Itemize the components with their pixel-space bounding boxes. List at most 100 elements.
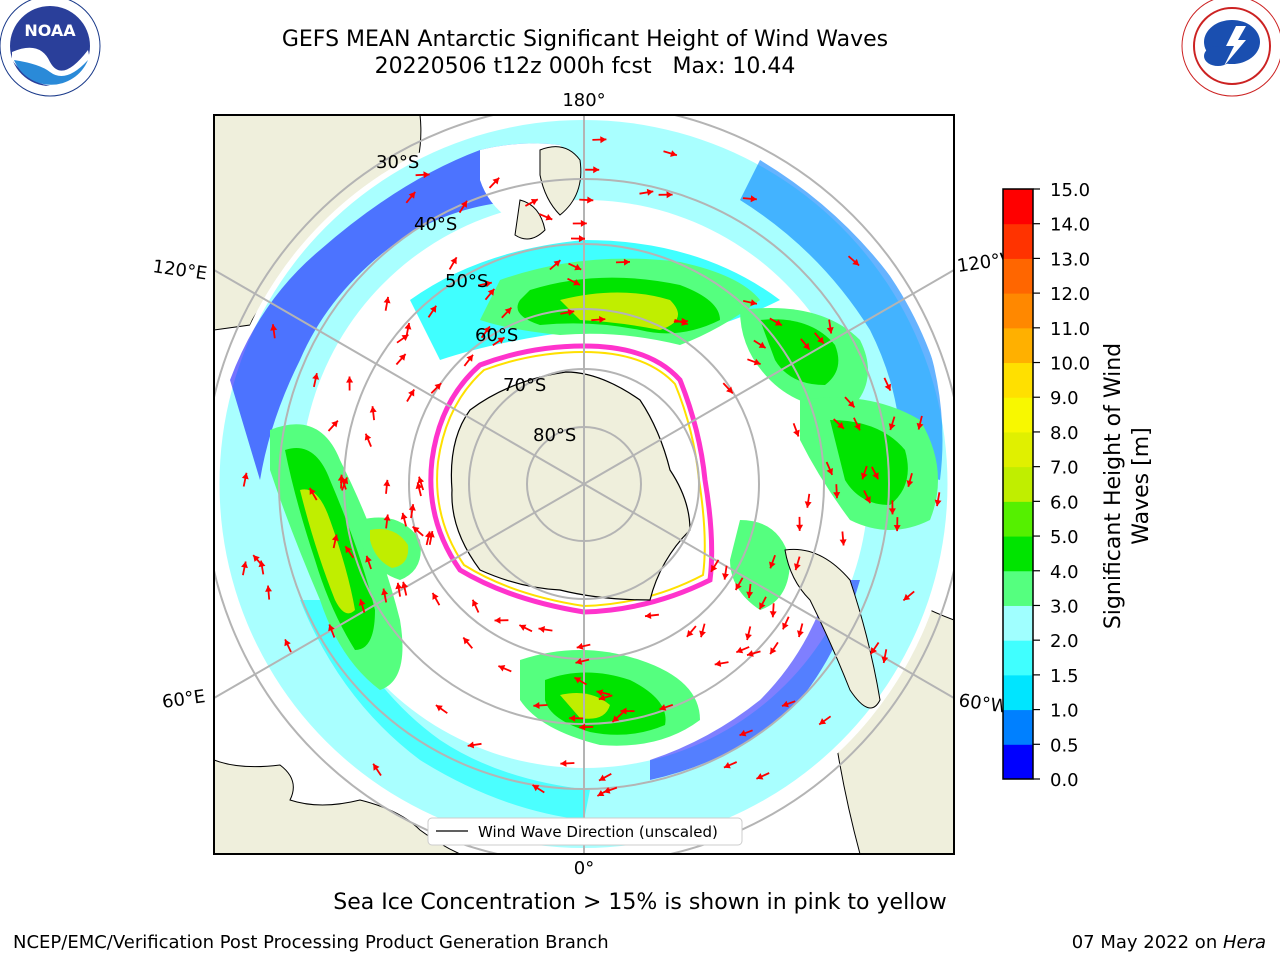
colorbar-swatch xyxy=(1003,189,1033,225)
wave-arrow-head xyxy=(623,258,630,266)
wave-arrow-head xyxy=(726,386,733,394)
lat-label-40s: 40°S xyxy=(414,214,457,235)
wave-arrow-head xyxy=(519,624,527,631)
wave-arrow-head xyxy=(574,263,582,271)
wave-arrow-head xyxy=(328,624,335,632)
colorbar-swatch xyxy=(1003,674,1033,711)
wave-arrow-head xyxy=(852,258,860,266)
wave-arrow-head xyxy=(538,626,545,633)
wave-arrow-head xyxy=(906,480,914,487)
wave-arrow-head xyxy=(759,602,766,610)
wave-arrow-head xyxy=(753,358,761,366)
wave-arrow-head xyxy=(373,763,380,771)
wave-arrow-head xyxy=(576,642,584,650)
wave-arrow-head xyxy=(747,650,754,657)
wave-arrow-head xyxy=(580,219,587,227)
colorbar-swatch xyxy=(1003,431,1033,468)
wave-arrow-head xyxy=(337,474,345,481)
colorbar-tick-label: 13.0 xyxy=(1050,249,1090,270)
wave-arrow-head xyxy=(888,423,896,430)
colorbar-label-text: Significant Height of Wind Waves [m] xyxy=(1101,342,1154,630)
colorbar-swatch xyxy=(1003,258,1033,294)
wave-arrow-head xyxy=(723,762,731,769)
colorbar-tick-label: 1.0 xyxy=(1050,701,1079,722)
wave-arrow-head xyxy=(599,774,606,781)
title-line-2: 20220506 t12z 000h fcst Max: 10.44 xyxy=(374,54,796,79)
lat-label-70s: 70°S xyxy=(503,375,546,396)
wave-arrow-head xyxy=(746,591,754,598)
wave-arrow-head xyxy=(430,305,437,313)
wave-arrow-head xyxy=(265,585,272,592)
wave-arrow-head xyxy=(450,257,457,265)
wave-arrow-head xyxy=(460,200,467,208)
colorbar-tick-label: 7.0 xyxy=(1050,458,1079,479)
wave-arrow-head xyxy=(837,422,844,429)
colorbar-swatch xyxy=(1003,640,1033,676)
wave-arrow-head xyxy=(803,342,810,350)
colorbar-tick-label: 2.0 xyxy=(1050,631,1079,652)
colorbar-tick-label: 11.0 xyxy=(1050,319,1090,340)
wave-arrow-head xyxy=(847,400,855,408)
colorbar-swatch xyxy=(1003,223,1033,259)
wave-arrow-head xyxy=(408,191,416,199)
wave-arrow-head xyxy=(432,592,439,600)
wave-arrow-head xyxy=(603,787,611,794)
wave-arrow-head xyxy=(532,785,540,792)
wave-arrow-head xyxy=(400,512,408,520)
wave-arrow-head xyxy=(404,323,412,330)
wave-arrow-head xyxy=(793,429,800,437)
wave-arrow-head xyxy=(487,288,495,296)
sea-ice-note: Sea Ice Concentration > 15% is shown in … xyxy=(333,890,947,915)
wave-arrow-head xyxy=(864,496,871,504)
wave-arrow-head xyxy=(253,555,260,562)
wave-arrow-head xyxy=(819,718,827,725)
wave-arrow-head xyxy=(427,531,435,538)
wave-arrow-head xyxy=(893,525,901,532)
wave-arrow-head xyxy=(782,700,789,708)
wave-arrow-head xyxy=(284,639,291,647)
wave-arrow-head xyxy=(612,715,620,722)
wave-arrow-head xyxy=(587,196,594,204)
colorbar-tick-label: 4.0 xyxy=(1050,562,1079,583)
wave-arrow-head xyxy=(794,563,801,571)
wave-arrow-head xyxy=(596,689,604,697)
wave-arrow-head xyxy=(599,316,606,323)
wave-arrow-head xyxy=(533,702,540,709)
colorbar-tick-label: 5.0 xyxy=(1050,527,1079,548)
wave-arrow-head xyxy=(383,296,391,304)
colorbar-tick-label: 1.5 xyxy=(1050,666,1079,687)
colorbar-swatches xyxy=(1003,189,1033,780)
wave-arrow-head xyxy=(369,406,377,413)
wave-arrow-head xyxy=(666,191,673,199)
wave-arrow-head xyxy=(365,555,372,563)
colorbar-swatch xyxy=(1003,709,1033,745)
nws-logo xyxy=(1181,0,1280,97)
wave-arrow-head xyxy=(796,524,804,531)
wave-arrow-head xyxy=(646,188,654,196)
wave-arrow-head xyxy=(312,373,320,380)
wave-arrow-head xyxy=(797,630,804,637)
wave-arrow-head xyxy=(686,630,694,637)
wave-arrow-head xyxy=(574,677,582,684)
colorbar-swatch xyxy=(1003,397,1033,433)
colorbar-tick-label: 15.0 xyxy=(1050,180,1090,201)
wave-arrow-head xyxy=(530,199,538,206)
wave-arrow-head xyxy=(494,616,501,624)
wave-arrow-head xyxy=(395,582,403,590)
wave-arrow-head xyxy=(412,526,420,534)
wave-arrow-head xyxy=(620,707,627,715)
map-area: Wind Wave Direction (unscaled) xyxy=(214,115,954,854)
colorbar-swatch xyxy=(1003,744,1033,780)
legend-label: Wind Wave Direction (unscaled) xyxy=(478,823,718,841)
wave-arrow-head xyxy=(567,309,575,316)
wave-arrow-head xyxy=(714,660,722,667)
wave-arrow-head xyxy=(423,171,430,179)
wave-arrow-head xyxy=(467,741,475,749)
latitude-labels: 30°S 40°S 50°S 60°S 70°S 80°S xyxy=(376,152,576,446)
wave-arrow-head xyxy=(782,622,789,630)
wave-arrow-head xyxy=(681,319,688,326)
colorbar-swatch xyxy=(1003,501,1033,537)
wave-arrow-head xyxy=(569,714,576,722)
wave-arrow-head xyxy=(597,790,605,796)
colorbar-swatch xyxy=(1003,466,1033,502)
